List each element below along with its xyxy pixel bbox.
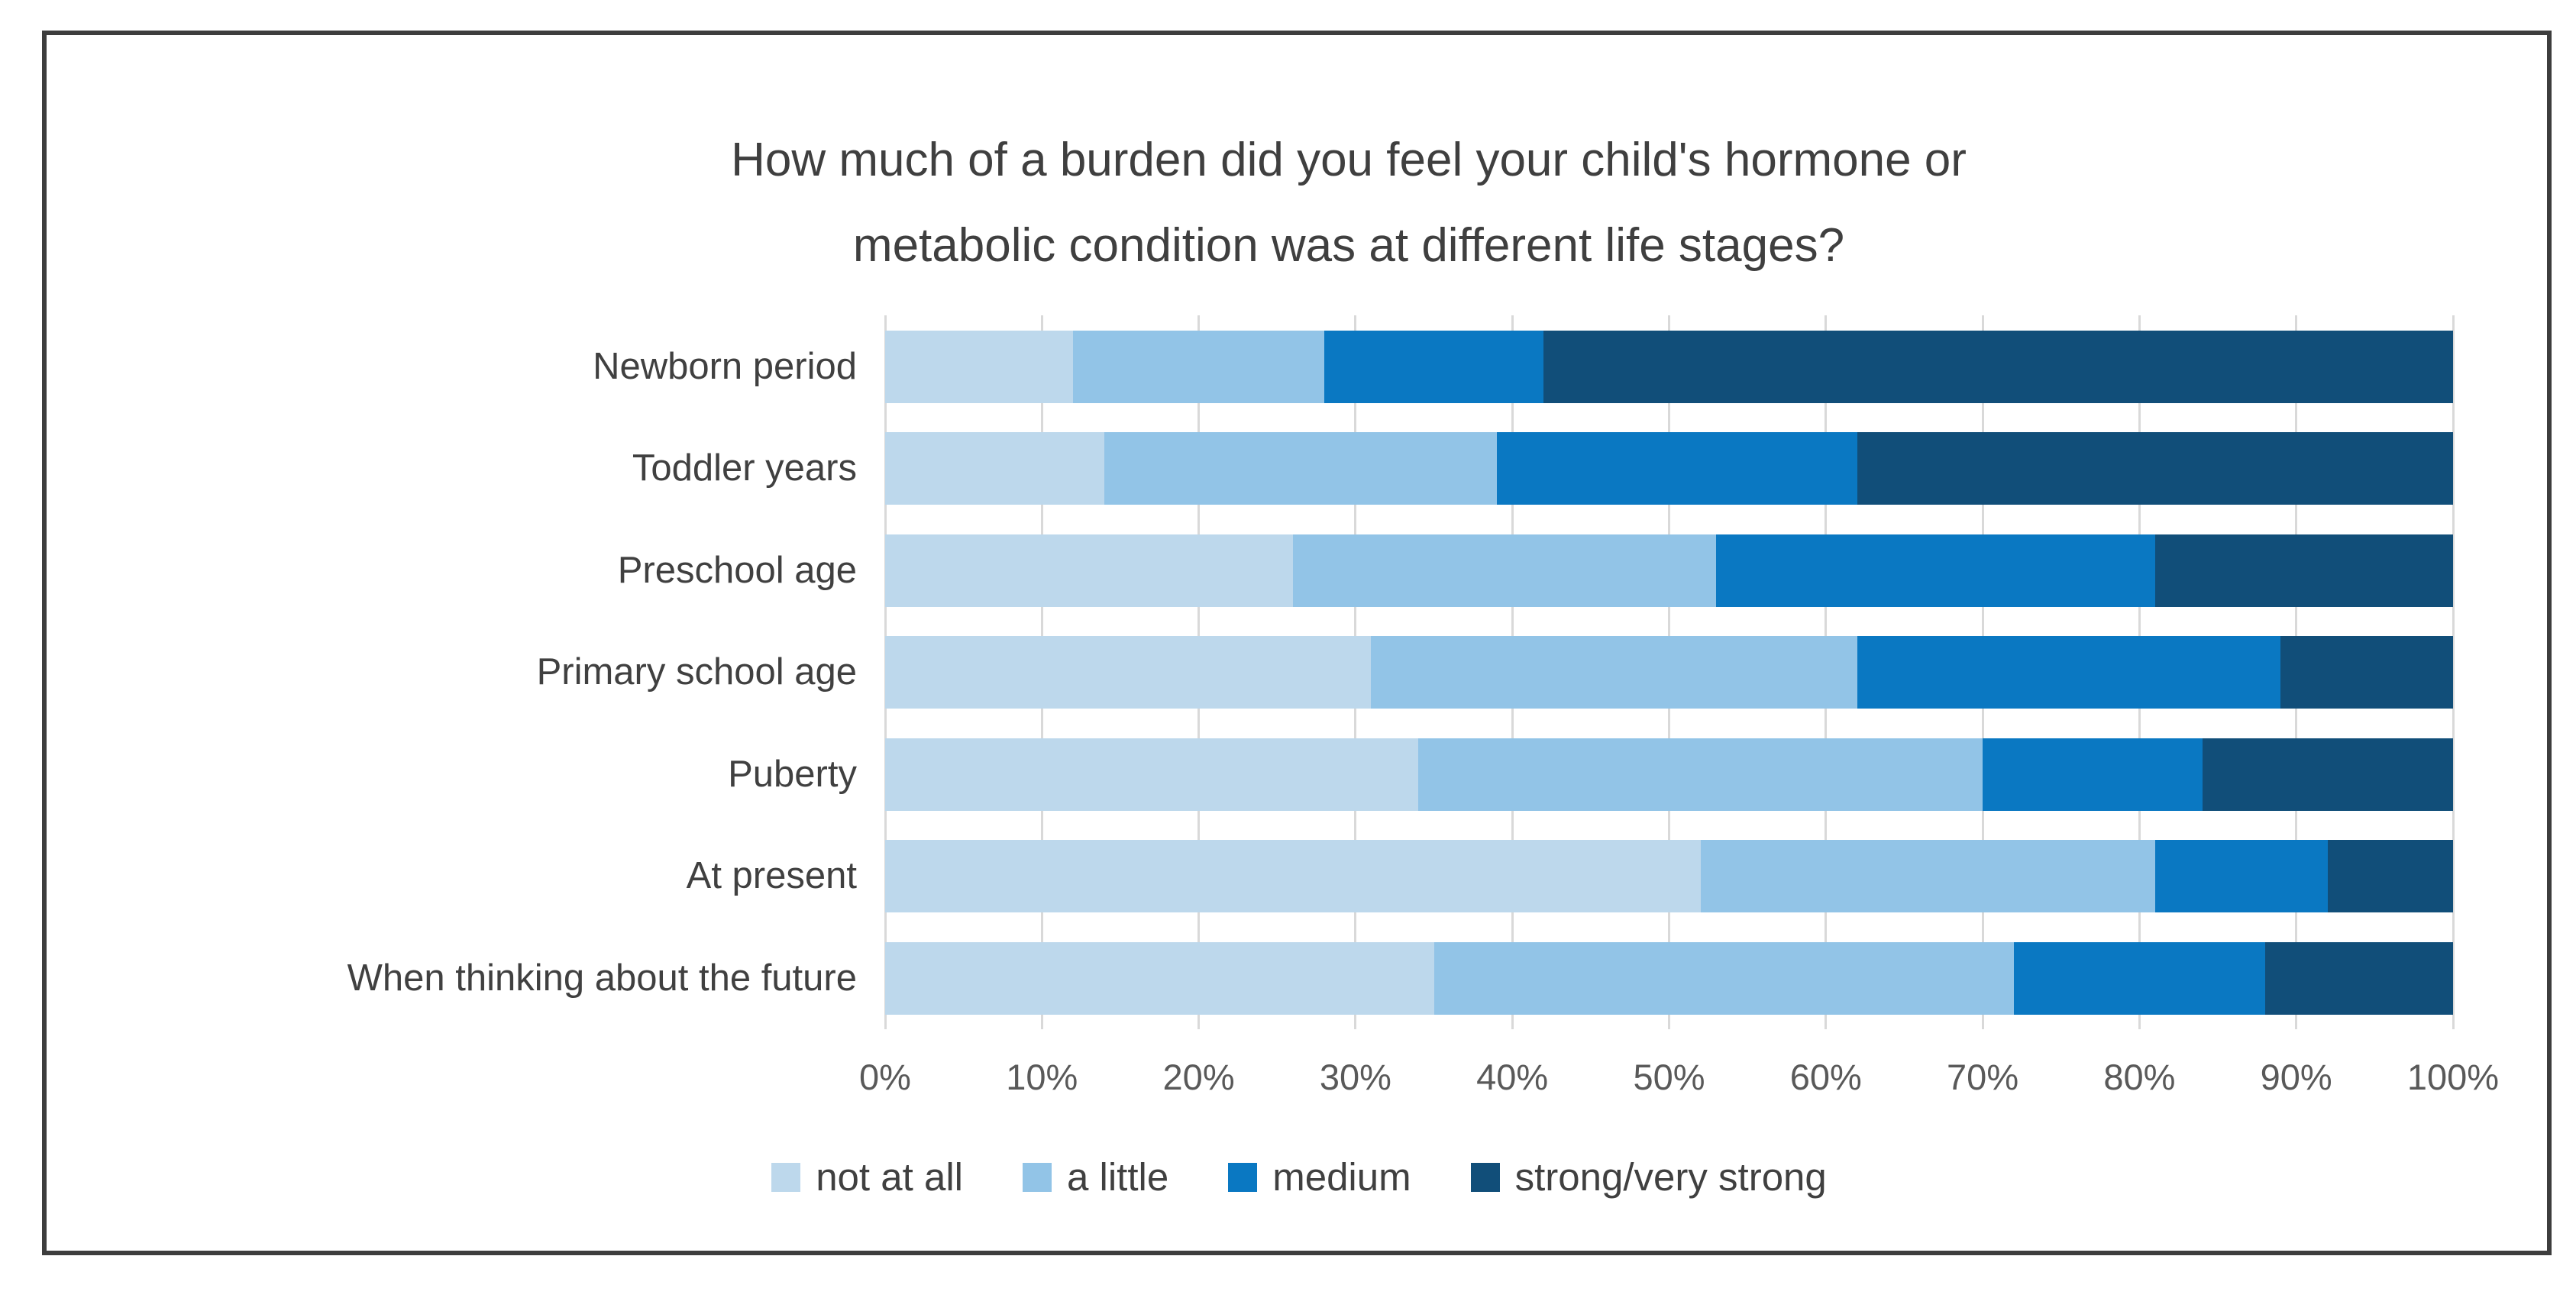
category-label: Preschool age (617, 549, 857, 591)
legend-color-swatch (1022, 1162, 1052, 1192)
x-axis-tick-label: 80% (2103, 1057, 2176, 1097)
category-label: At present (686, 855, 857, 896)
legend-label: medium (1272, 1155, 1411, 1199)
legend-label: strong/very strong (1514, 1155, 1827, 1199)
legend: not at all a little medium strong/very stro… (47, 1154, 2552, 1200)
legend-label: not at all (816, 1155, 963, 1199)
category-label: Puberty (728, 753, 857, 795)
x-axis-tick-label: 40% (1476, 1057, 1549, 1097)
bar-segment (2202, 738, 2453, 811)
chart-title-line: How much of a burden did you feel your c… (731, 134, 1967, 186)
bar-segment (1073, 330, 1324, 403)
x-axis-tick-label: 70% (1947, 1057, 2019, 1097)
legend-color-swatch (771, 1162, 801, 1192)
x-axis-tick-label: 100% (2406, 1057, 2500, 1097)
bar-segment (1104, 432, 1497, 505)
bar-segment (2264, 941, 2453, 1015)
bar-segment (1418, 738, 1983, 811)
bar-row (885, 840, 2453, 912)
bar-segment (1857, 636, 2281, 709)
bar-segment (885, 941, 1434, 1015)
bar-row (885, 432, 2453, 505)
bar-segment (885, 330, 1074, 403)
chart-title-line: metabolic condition was at different lif… (852, 219, 1845, 272)
bar-row (885, 941, 2453, 1015)
x-axis-tick-label: 20% (1162, 1057, 1235, 1097)
bar-segment (885, 738, 1419, 811)
x-axis-tick-label: 90% (2260, 1057, 2332, 1097)
x-axis-tick-label: 10% (1006, 1057, 1078, 1097)
legend-item: medium (1228, 1154, 1411, 1200)
category-label: Newborn period (593, 345, 857, 387)
bar-segment (2154, 840, 2328, 912)
bar-segment (1983, 738, 2203, 811)
bar-segment (885, 840, 1701, 912)
legend-label: a little (1066, 1155, 1169, 1199)
bar-segment (1496, 432, 1857, 505)
bar-segment (1324, 330, 1544, 403)
x-axis-tick-label: 60% (1789, 1057, 1862, 1097)
gridline (2452, 315, 2455, 1029)
bar-row (885, 636, 2453, 709)
bar-segment (2327, 840, 2453, 912)
x-axis-tick-label: 50% (1633, 1057, 1705, 1097)
bar-segment (1543, 330, 2453, 403)
bar-segment (1371, 636, 1857, 709)
legend-item: strong/very strong (1470, 1154, 1827, 1200)
category-label: Primary school age (536, 651, 857, 693)
bar-row (885, 738, 2453, 811)
bar-segment (1292, 534, 1717, 607)
legend-item: not at all (771, 1154, 963, 1200)
bar-segment (1716, 534, 2155, 607)
chart-title: How much of a burden did you feel your c… (650, 118, 2048, 289)
bar-segment (1700, 840, 2155, 912)
legend-color-swatch (1470, 1162, 1500, 1192)
legend-color-swatch (1228, 1162, 1258, 1192)
bar-segment (1857, 432, 2453, 505)
legend-item: a little (1022, 1154, 1169, 1200)
bar-segment (885, 534, 1293, 607)
bar-segment (2014, 941, 2265, 1015)
x-axis-tick-label: 0% (859, 1057, 911, 1097)
bar-segment (2154, 534, 2453, 607)
bar-segment (885, 432, 1105, 505)
bar-segment (2280, 636, 2453, 709)
category-label: Toddler years (632, 447, 857, 489)
bar-segment (1433, 941, 2015, 1015)
bar-row (885, 534, 2453, 607)
bar-segment (885, 636, 1372, 709)
x-axis-tick-label: 30% (1319, 1057, 1391, 1097)
category-label: When thinking about the future (347, 957, 857, 999)
bar-row (885, 330, 2453, 403)
